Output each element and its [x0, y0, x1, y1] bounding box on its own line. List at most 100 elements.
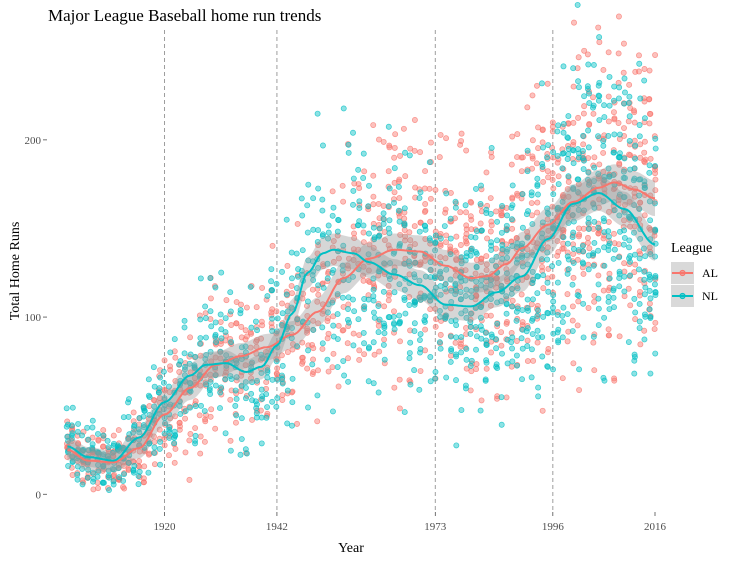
point-nl [550, 304, 556, 311]
point-al [514, 131, 521, 138]
point-nl [202, 303, 209, 310]
point-al [217, 355, 224, 362]
point-al [402, 233, 409, 240]
point-al [310, 345, 317, 352]
point-nl [140, 422, 147, 429]
point-nl [385, 123, 392, 130]
point-nl [590, 62, 597, 68]
point-nl [192, 432, 199, 439]
point-nl [227, 373, 234, 379]
point-nl [350, 187, 357, 194]
point-al [259, 284, 266, 291]
point-nl [492, 336, 499, 343]
point-nl [274, 395, 281, 401]
point-nl [652, 145, 659, 152]
point-al [528, 200, 535, 207]
point-al [611, 230, 617, 237]
point-al [595, 24, 602, 31]
point-al [652, 176, 659, 183]
point-al [626, 151, 633, 158]
point-nl [651, 281, 658, 288]
point-nl [427, 266, 434, 273]
point-al [580, 225, 587, 232]
point-nl [345, 141, 352, 148]
point-nl [641, 181, 648, 188]
point-al [385, 168, 392, 175]
point-al [584, 234, 591, 241]
point-al [498, 329, 505, 336]
point-nl [513, 308, 520, 315]
point-nl [365, 251, 372, 258]
point-al [463, 209, 469, 216]
point-nl [293, 250, 300, 257]
point-al [115, 427, 122, 434]
point-nl [631, 202, 638, 209]
point-al [345, 355, 351, 362]
point-nl [436, 270, 443, 277]
point-al [227, 396, 234, 403]
point-nl [187, 404, 194, 411]
point-nl [395, 183, 402, 190]
point-al [631, 119, 638, 126]
point-nl [396, 319, 403, 326]
point-nl [457, 289, 464, 296]
point-nl [524, 168, 531, 175]
point-al [539, 139, 546, 146]
point-nl [443, 374, 450, 381]
point-nl [488, 296, 494, 303]
point-al [580, 270, 587, 277]
point-al [641, 212, 648, 219]
point-al [192, 425, 199, 431]
point-nl [198, 402, 204, 409]
point-al [197, 433, 204, 440]
point-nl [304, 229, 311, 236]
point-nl [381, 260, 387, 267]
point-nl [401, 260, 408, 267]
point-al [427, 195, 434, 202]
point-nl [177, 358, 184, 365]
point-nl [217, 405, 223, 412]
point-nl [596, 117, 603, 124]
point-al [498, 342, 505, 349]
point-al [145, 451, 152, 458]
point-al [335, 322, 342, 329]
point-nl [79, 465, 86, 472]
point-al [345, 301, 352, 308]
point-nl [258, 440, 265, 447]
point-nl [595, 247, 602, 254]
point-al [350, 223, 357, 230]
point-al [242, 362, 249, 369]
point-nl [503, 227, 510, 234]
point-al [135, 462, 142, 469]
point-nl [254, 377, 260, 384]
point-nl [401, 409, 408, 416]
point-al [161, 357, 168, 364]
point-nl [529, 331, 536, 337]
point-nl [432, 375, 439, 382]
point-nl [632, 251, 638, 258]
point-nl [652, 350, 659, 357]
point-al [518, 195, 525, 202]
point-al [637, 141, 644, 148]
point-nl [595, 171, 602, 177]
point-nl [109, 466, 116, 472]
point-nl [631, 165, 638, 172]
point-al [417, 368, 424, 374]
point-al [447, 352, 454, 359]
point-nl [447, 235, 454, 242]
point-nl [559, 312, 566, 319]
point-nl [279, 310, 286, 317]
point-nl [222, 376, 229, 383]
point-nl [611, 304, 617, 311]
point-nl [427, 259, 434, 266]
x-axis-title: Year [338, 541, 364, 556]
point-nl [385, 225, 392, 232]
point-nl [479, 227, 485, 234]
point-al [518, 291, 525, 298]
point-al [504, 276, 510, 283]
point-al [488, 338, 495, 345]
point-nl [647, 217, 654, 224]
point-nl [565, 113, 572, 120]
point-nl [477, 314, 484, 321]
point-al [611, 375, 618, 382]
